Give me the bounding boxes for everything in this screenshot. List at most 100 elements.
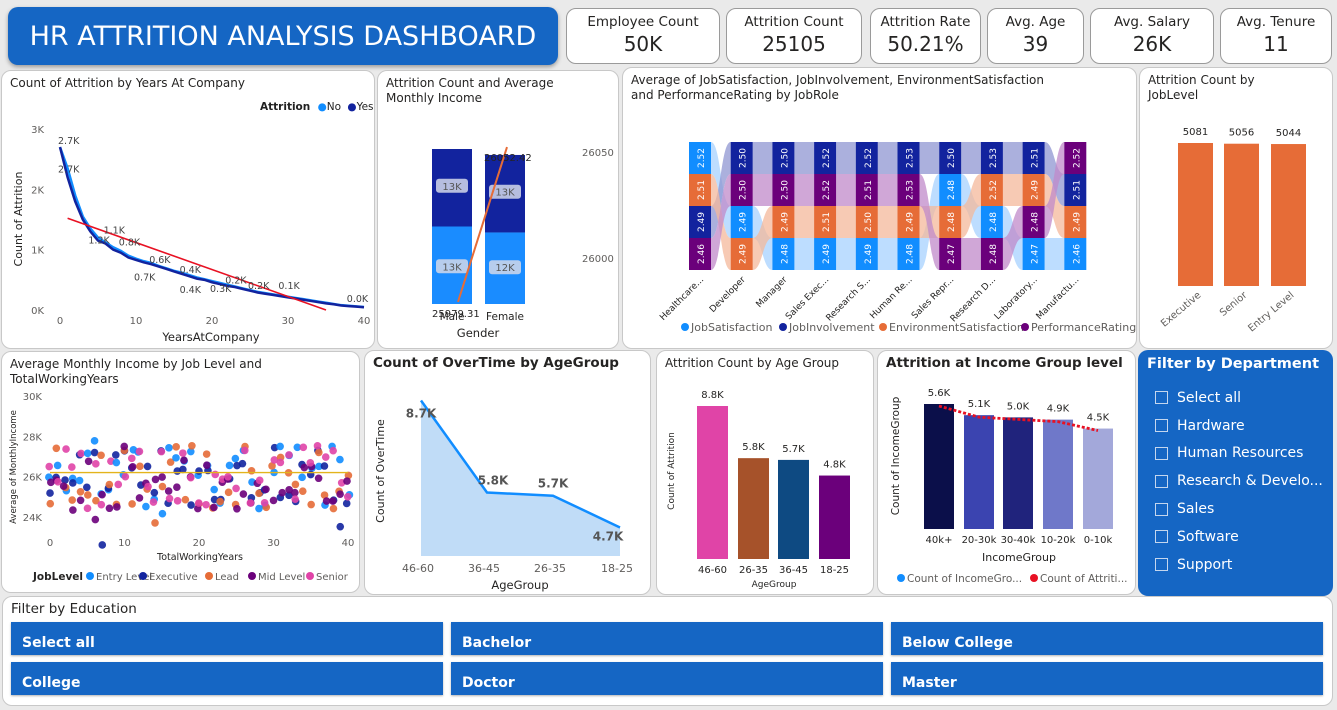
- data-label: 2.51: [1031, 148, 1041, 168]
- kpi-avg-age[interactable]: Avg. Age 39: [987, 8, 1084, 64]
- x-tick-label: Female: [486, 311, 524, 323]
- segment-environmentsatisfaction: [689, 174, 711, 206]
- education-option-select-all[interactable]: Select all: [11, 622, 443, 655]
- segment-performancerating: [939, 238, 962, 270]
- education-option-below-college[interactable]: Below College: [891, 622, 1323, 655]
- y-tick-label: 2K: [31, 185, 44, 196]
- chart-job-level[interactable]: Attrition Count by JobLevel 5081 Executiv…: [1139, 67, 1333, 349]
- scatter-point: [270, 456, 279, 464]
- legend-dot-icon: ●: [347, 101, 357, 113]
- scatter-point: [77, 449, 85, 458]
- education-option-doctor[interactable]: Doctor: [451, 662, 883, 695]
- department-filter-title: Filter by Department: [1147, 356, 1320, 372]
- scatter-point: [91, 515, 100, 524]
- checkbox-icon[interactable]: [1155, 419, 1168, 433]
- ribbon-jobinvolvement: [961, 142, 981, 174]
- scatter-point: [97, 500, 106, 509]
- x-tick-label: 36-45: [468, 562, 500, 575]
- legend-dot-icon: [1021, 323, 1029, 331]
- segment-environmentsatisfaction: [980, 174, 1003, 206]
- department-option-hardware[interactable]: Hardware: [1138, 412, 1333, 440]
- department-option-research[interactable]: Research & Develo...: [1138, 467, 1333, 495]
- y-tick-label: 0K: [31, 306, 44, 317]
- ribbon-environmentsatisfaction: [752, 206, 773, 270]
- checkbox-icon[interactable]: [1155, 558, 1168, 572]
- scatter-point: [135, 494, 144, 502]
- data-label: 2.52: [1072, 148, 1082, 168]
- data-label-bg: [436, 259, 468, 274]
- x-tick-label: Executive: [1159, 290, 1203, 330]
- data-label: 13K: [442, 262, 462, 273]
- legend-item: PerformanceRating: [1031, 321, 1136, 334]
- kpi-attrition-rate[interactable]: Attrition Rate 50.21%: [870, 8, 981, 64]
- ribbon-jobinvolvement: [711, 142, 731, 238]
- scatter-point: [211, 470, 220, 479]
- data-label: 2.46: [697, 244, 707, 264]
- segment-jobinvolvement: [939, 142, 962, 174]
- kpi-label: Avg. Salary: [1114, 14, 1190, 30]
- checkbox-icon[interactable]: [1155, 446, 1168, 460]
- department-option-human-resources[interactable]: Human Resources: [1138, 440, 1333, 468]
- legend-item: No: [326, 101, 342, 113]
- segment-jobsatisfaction: [855, 238, 878, 270]
- department-option-sales[interactable]: Sales: [1138, 495, 1333, 523]
- x-tick-label: Male: [440, 311, 465, 323]
- ribbon-jobinvolvement: [877, 142, 898, 174]
- kpi-avg-tenure[interactable]: Avg. Tenure 11: [1220, 8, 1332, 64]
- education-option-college[interactable]: College: [11, 662, 443, 695]
- segment-jobsatisfaction: [1022, 238, 1045, 270]
- checkbox-icon[interactable]: [1155, 474, 1168, 488]
- department-option-select-all[interactable]: Select all: [1138, 384, 1333, 412]
- ribbon-jobsatisfaction: [1044, 238, 1065, 270]
- dashboard-title: HR ATTRITION ANALYSIS DASHBOARD: [8, 7, 558, 65]
- scatter-point: [75, 476, 84, 485]
- chart-overtime-age[interactable]: Count of OverTime by AgeGroup 8.7K 46-60 5…: [364, 350, 651, 595]
- chart-title: Average of JobSatisfaction, JobInvolveme…: [631, 73, 1044, 102]
- kpi-employee-count[interactable]: Employee Count 50K: [566, 8, 720, 64]
- scatter-point: [105, 504, 114, 513]
- checkbox-icon[interactable]: [1155, 502, 1168, 516]
- segment-performancerating: [980, 238, 1003, 270]
- chart-income-scatter[interactable]: Average Monthly Income by Job Level and …: [1, 351, 360, 593]
- education-option-bachelor[interactable]: Bachelor: [451, 622, 883, 655]
- kpi-attrition-count[interactable]: Attrition Count 25105: [726, 8, 862, 64]
- chart-attrition-age[interactable]: Attrition Count by Age Group 8.8K 46-60 5.…: [656, 350, 874, 595]
- scatter-point: [241, 446, 249, 455]
- segment-environmentsatisfaction: [1022, 174, 1045, 206]
- chart-gender-income[interactable]: Attrition Count and Average Monthly Inco…: [377, 70, 619, 349]
- department-option-support[interactable]: Support: [1138, 551, 1333, 579]
- chart-years-at-company[interactable]: Count of Attrition by Years At Company A…: [1, 70, 375, 349]
- bar: [1271, 144, 1306, 286]
- data-label: 2.49: [739, 244, 749, 264]
- checkbox-icon[interactable]: [1155, 391, 1168, 405]
- data-label: 0.4K: [180, 265, 202, 276]
- data-label: 2.49: [697, 212, 707, 232]
- ribbon-environmentsatisfaction: [961, 174, 981, 238]
- checkbox-icon[interactable]: [1155, 530, 1168, 544]
- scatter-point: [255, 504, 263, 513]
- kpi-avg-salary[interactable]: Avg. Salary 26K: [1090, 8, 1214, 64]
- area-line: [419, 399, 621, 529]
- scatter-point: [313, 442, 322, 450]
- scatter-point: [246, 499, 255, 507]
- kpi-label: Attrition Count: [744, 14, 844, 30]
- education-option-master[interactable]: Master: [891, 662, 1323, 695]
- department-option-software[interactable]: Software: [1138, 523, 1333, 551]
- data-label: 2.50: [780, 148, 790, 168]
- option-label: Support: [1177, 556, 1233, 573]
- scatter-point: [166, 458, 175, 466]
- segment-jobinvolvement: [772, 142, 795, 174]
- data-label: 5.7K: [538, 477, 569, 491]
- scatter-point: [149, 498, 158, 506]
- x-tick-label: Laboratory...: [993, 275, 1040, 322]
- legend-dot-icon: [139, 572, 147, 580]
- option-label: Hardware: [1177, 417, 1245, 434]
- scatter-point: [210, 485, 218, 494]
- chart-income-group[interactable]: Attrition at Income Group level 5.6K 40k+…: [877, 350, 1136, 595]
- scatter-point: [329, 497, 337, 505]
- segment-jobinvolvement: [1064, 174, 1087, 206]
- legend-item: Yes: [356, 101, 374, 113]
- legend-dot-icon: [897, 574, 905, 582]
- data-label: 12K: [495, 263, 515, 274]
- chart-jobrole-ribbon[interactable]: Average of JobSatisfaction, JobInvolveme…: [622, 67, 1137, 349]
